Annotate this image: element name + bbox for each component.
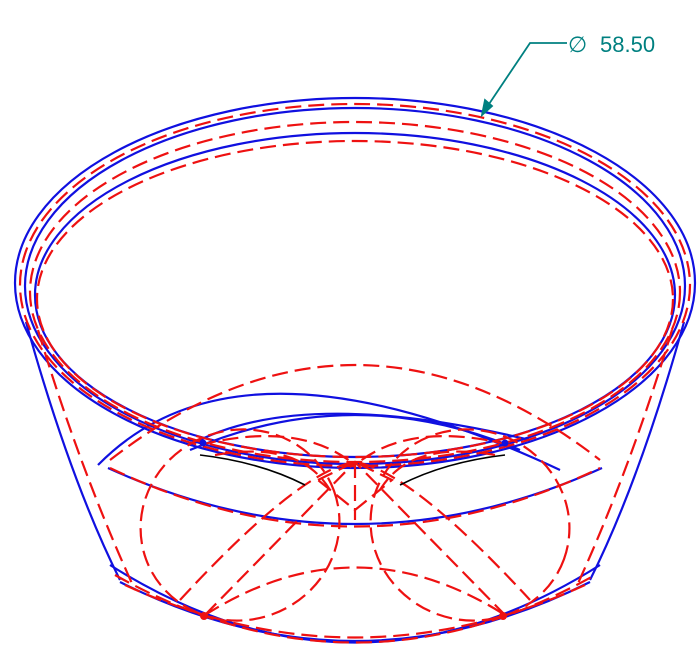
- point-bottom-right: [499, 612, 507, 620]
- feature-curve-left: [199, 454, 306, 486]
- point-top-right: [501, 439, 509, 447]
- hidden-loop-left: [139, 428, 341, 622]
- bottom-rim-inner-edge: [119, 581, 591, 642]
- hidden-edges: [18, 102, 692, 644]
- diameter-dimension[interactable]: [480, 42, 567, 118]
- hidden-rim-lip: [35, 139, 675, 459]
- hidden-floor-back: [109, 364, 601, 461]
- inner-lobe-top: [189, 413, 521, 452]
- hidden-floor-rim: [109, 467, 601, 528]
- hidden-cross-b: [204, 566, 506, 616]
- left-side-edge: [24, 321, 121, 581]
- rim-inner-edge: [33, 131, 677, 459]
- dimension-symbol: ∅: [568, 32, 587, 57]
- point-bottom-left: [200, 612, 208, 620]
- hidden-side-right: [573, 329, 674, 591]
- hidden-side-left: [36, 329, 137, 591]
- hidden-cross-c: [179, 460, 531, 601]
- points: [199, 439, 509, 620]
- feature-lines: [199, 454, 506, 486]
- rim-second-edge: [23, 106, 687, 466]
- hidden-rim-inner: [28, 120, 682, 464]
- hidden-cross-a: [204, 460, 506, 616]
- dimension-leader: [484, 42, 567, 111]
- solid-edges: [13, 96, 697, 644]
- point-top-left: [199, 439, 207, 447]
- bottom-rim-edge: [109, 564, 601, 644]
- hidden-lobe-left-2: [214, 450, 331, 491]
- hidden-lobe-right: [354, 435, 511, 466]
- hidden-center-diamond: [315, 460, 395, 512]
- hidden-loop-right: [369, 428, 571, 622]
- hidden-bottom-rim: [114, 574, 596, 644]
- dimension-arrowhead: [480, 98, 494, 118]
- right-side-edge: [589, 321, 686, 581]
- dimension-value: 58.50: [600, 32, 655, 57]
- hidden-bottom-rim-2: [124, 583, 586, 639]
- hidden-lobe-left: [199, 435, 356, 466]
- feature-curve-right: [399, 454, 506, 486]
- hidden-lobe-right-2: [379, 450, 496, 491]
